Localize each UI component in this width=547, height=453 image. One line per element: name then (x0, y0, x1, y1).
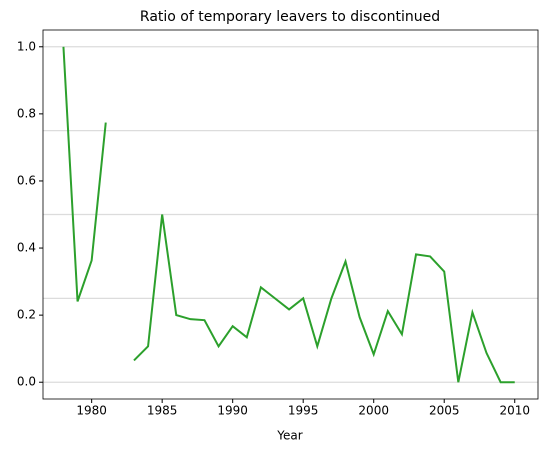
x-tick-label: 1995 (288, 404, 319, 418)
x-axis-label: Year (276, 429, 302, 443)
y-tick-label: 1.0 (17, 39, 36, 53)
line (62, 46, 515, 384)
y-tick-label: 0.4 (17, 241, 36, 255)
chart-title: Ratio of temporary leavers to discontinu… (140, 9, 440, 25)
y-tick-label: 0.2 (17, 308, 36, 322)
y-tick-label: 0.0 (17, 375, 36, 389)
x-tick-label: 1990 (217, 404, 248, 418)
x-tick-label: 1985 (147, 404, 178, 418)
x-tick-label: 2000 (358, 404, 389, 418)
y-tick-label: 0.8 (17, 106, 36, 120)
y-tick-label: 0.6 (17, 173, 36, 187)
plot-frame (42, 29, 539, 400)
x-tick-label: 2010 (499, 404, 530, 418)
x-tick-label: 1980 (76, 404, 107, 418)
x-tick-label: 2005 (429, 404, 460, 418)
